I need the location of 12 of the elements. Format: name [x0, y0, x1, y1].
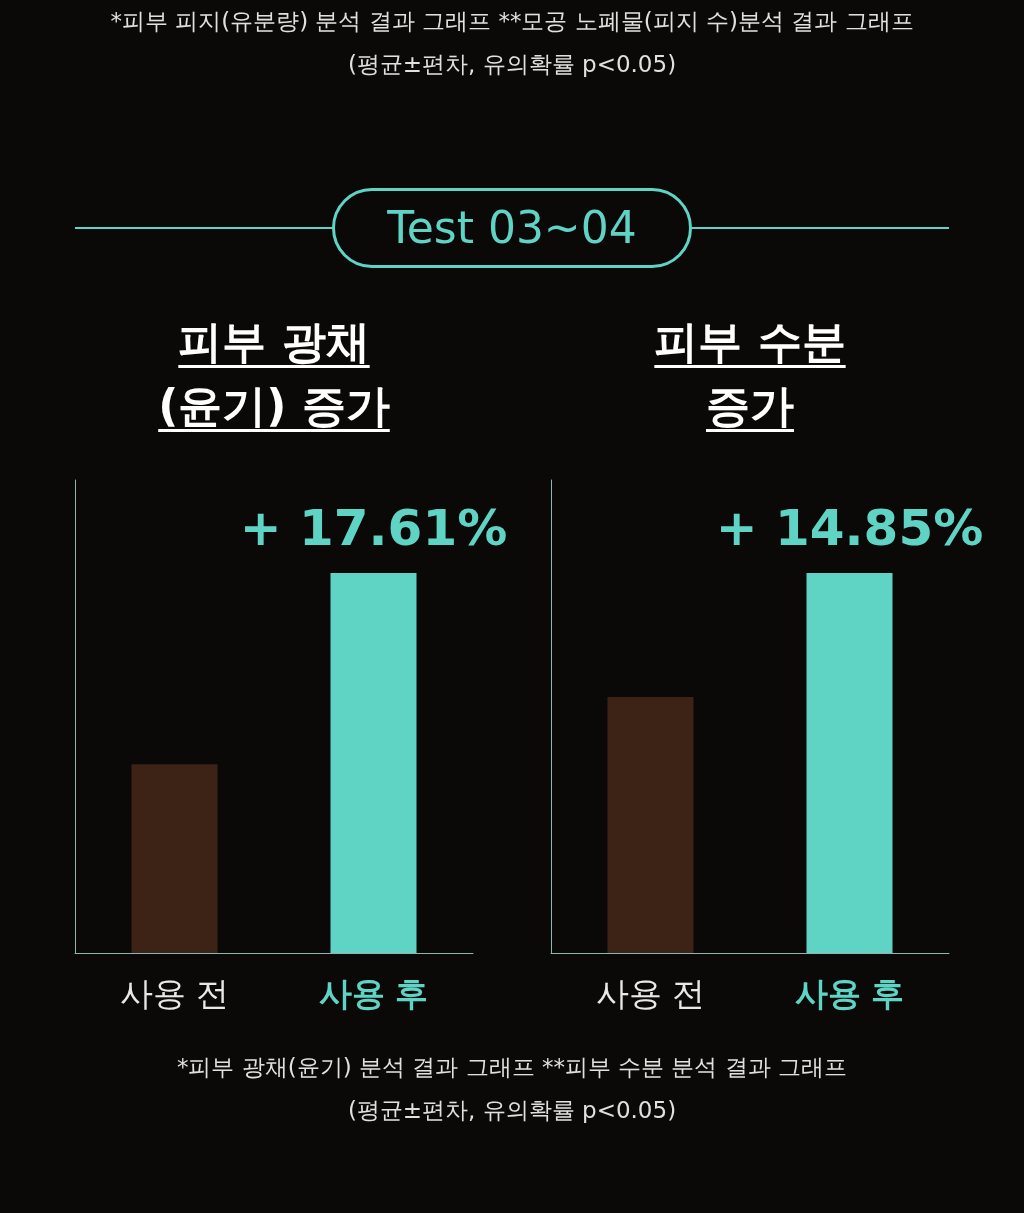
annotation: + 17.61% [239, 499, 508, 558]
text: *피부 광채(윤기) 분석 결과 그래프 **피부 수분 분석 결과 그래프 [175, 1053, 849, 1082]
x-tick-label: 사용 후 [319, 975, 428, 1012]
text: *피부 피지(유분량) 분석 결과 그래프 **모공 노폐물(피지 수)분석 결과 그래프 [109, 7, 915, 36]
text: (평균±편차, 유의확률 p<0.05) [346, 50, 678, 79]
annotation: + 14.85% [715, 499, 984, 558]
x-tick-label: 사용 후 [795, 975, 904, 1012]
text: (평균±편차, 유의확률 p<0.05) [346, 1096, 678, 1125]
x-tick-label: 사용 전 [120, 975, 229, 1012]
chart-title: 피부 광채 (윤기) 증가 [158, 316, 390, 431]
chart-title: 피부 수분 증가 [654, 316, 846, 431]
x-tick-label: 사용 전 [596, 975, 705, 1012]
